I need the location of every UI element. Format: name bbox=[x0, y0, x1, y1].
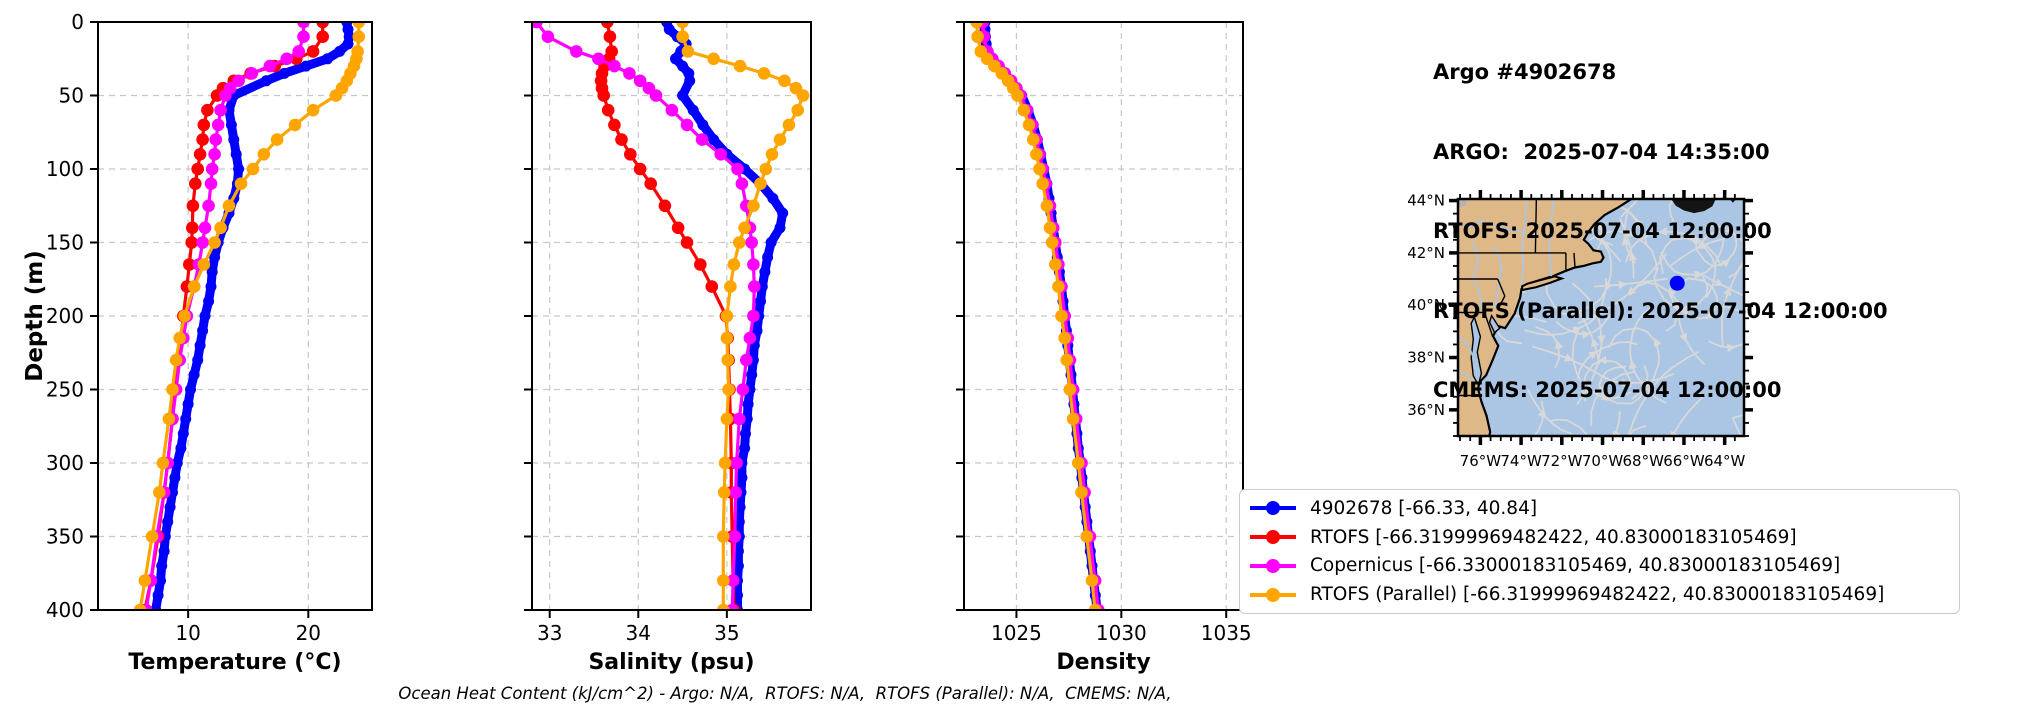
depth-tick-label: 100 bbox=[46, 157, 84, 181]
panel-temperature-c: 10 20050100150200250300350400Temperature … bbox=[46, 10, 373, 675]
legend-item-argo: 4902678 [-66.33, 40.84] bbox=[1250, 495, 1949, 522]
legend-label-rtofs: RTOFS [-66.31999969482422, 40.8300018310… bbox=[1310, 526, 1797, 548]
map-lat-label: 44°N bbox=[1407, 192, 1445, 210]
map-long-island bbox=[1521, 275, 1565, 292]
map-lon-label: 64°W bbox=[1704, 452, 1746, 470]
panel-salinity-psu: 33 34 35 Salinity (psu) bbox=[524, 21, 812, 675]
x-tick-label: 1025 bbox=[991, 621, 1042, 645]
x-tick-label: 20 bbox=[296, 621, 321, 645]
map-chesapeake-bay bbox=[1470, 315, 1483, 387]
title-line-platform: Argo #4902678 bbox=[1433, 60, 1617, 84]
legend-label-argo: 4902678 [-66.33, 40.84] bbox=[1310, 497, 1538, 519]
map-area bbox=[1458, 199, 1744, 436]
series-group bbox=[532, 22, 810, 610]
map-delaware-bay bbox=[1488, 314, 1501, 334]
map-lat-label: 38°N bbox=[1407, 349, 1445, 367]
gridlines bbox=[964, 21, 1243, 611]
x-tick-label: 10 bbox=[175, 621, 200, 645]
axis-tick-labels: 33 34 35 bbox=[537, 621, 740, 645]
legend-item-copernicus: Copernicus [-66.33000183105469, 40.83000… bbox=[1250, 552, 1949, 579]
axis-ticks bbox=[524, 21, 728, 618]
depth-tick-label: 300 bbox=[46, 451, 84, 475]
axis-ticks bbox=[956, 21, 1228, 618]
series-copernicus bbox=[532, 22, 761, 610]
legend-marker-rtofs bbox=[1250, 530, 1296, 545]
depth-tick-label: 200 bbox=[46, 304, 84, 328]
map-float-marker bbox=[1669, 275, 1685, 291]
legend-marker-rtofs-parallel bbox=[1250, 587, 1296, 602]
map-lon-label: 76°W bbox=[1460, 452, 1502, 470]
map-lon-label: 72°W bbox=[1541, 452, 1583, 470]
map-lat-label: 42°N bbox=[1407, 244, 1445, 262]
x-axis-title: Salinity (psu) bbox=[588, 650, 754, 675]
x-axis-title: Temperature (°C) bbox=[128, 650, 341, 675]
depth-tick-label: 400 bbox=[46, 598, 84, 622]
map-lon-label: 70°W bbox=[1582, 452, 1624, 470]
ocean-heat-content-caption: Ocean Heat Content (kJ/cm^2) - Argo: N/A… bbox=[398, 684, 1172, 703]
location-map: 76°W 74°W 72°W 70°W 68°W 66°W 64°W 44°N 42°N 40°N… bbox=[1407, 190, 1753, 470]
x-tick-label: 1035 bbox=[1201, 621, 1252, 645]
map-lon-label: 66°W bbox=[1663, 452, 1705, 470]
profile-charts: 10 20050100150200250300350400Temperature … bbox=[46, 10, 1252, 675]
legend-label-rtofs-parallel: RTOFS (Parallel) [-66.31999969482422, 40… bbox=[1310, 584, 1885, 606]
title-line-cmems-time: CMEMS: 2025-07-04 12:00:00 bbox=[1433, 378, 1782, 402]
y-axis-title: Depth (m) bbox=[22, 250, 48, 382]
legend-label-copernicus: Copernicus [-66.33000183105469, 40.83000… bbox=[1310, 555, 1841, 577]
map-state-borders bbox=[1458, 199, 1576, 397]
map-lon-label: 74°W bbox=[1500, 452, 1542, 470]
legend-item-rtofs-parallel: RTOFS (Parallel) [-66.31999969482422, 40… bbox=[1250, 581, 1949, 608]
map-nova-scotia bbox=[1671, 199, 1716, 214]
series-rtofs-parallel bbox=[970, 22, 1102, 610]
panel-density: 1025 1030 1035 Density bbox=[956, 21, 1252, 675]
map-ticks bbox=[1449, 190, 1753, 445]
x-tick-label: 1030 bbox=[1096, 621, 1147, 645]
legend: 4902678 [-66.33, 40.84] RTOFS [-66.31999… bbox=[1239, 489, 1960, 614]
map-lat-label: 40°N bbox=[1407, 296, 1445, 314]
title-block: Argo #4902678 ARGO: 2025-07-04 14:35:00 … bbox=[1433, 6, 1888, 457]
series-rtofs-parallel bbox=[676, 22, 810, 610]
series-group bbox=[133, 22, 366, 610]
series-rtofs-parallel bbox=[133, 22, 366, 610]
x-tick-label: 33 bbox=[537, 621, 562, 645]
map-lat-label: 36°N bbox=[1407, 401, 1445, 419]
axis-tick-labels: 1025 1030 1035 bbox=[991, 621, 1252, 645]
legend-marker-copernicus bbox=[1250, 558, 1296, 573]
x-axis-title: Density bbox=[1056, 650, 1150, 675]
depth-tick-label: 0 bbox=[71, 10, 84, 34]
depth-tick-label: 350 bbox=[46, 525, 84, 549]
x-tick-label: 34 bbox=[626, 621, 651, 645]
series-group bbox=[970, 22, 1105, 610]
title-line-rtofs-time: RTOFS: 2025-07-04 12:00:00 bbox=[1433, 219, 1772, 243]
x-tick-label: 35 bbox=[714, 621, 739, 645]
map-tick-labels: 76°W 74°W 72°W 70°W 68°W 66°W 64°W 44°N 42°N 40°N… bbox=[1407, 192, 1745, 470]
panel-frame bbox=[963, 21, 1244, 611]
gridlines bbox=[98, 21, 372, 611]
axis-ticks bbox=[90, 21, 310, 618]
title-line-rtofs-parallel-time: RTOFS (Parallel): 2025-07-04 12:00:00 bbox=[1433, 298, 1888, 323]
map-lon-label: 68°W bbox=[1623, 452, 1665, 470]
legend-marker-argo bbox=[1250, 501, 1296, 516]
title-line-argo-time: ARGO: 2025-07-04 14:35:00 bbox=[1433, 139, 1770, 164]
depth-tick-label: 150 bbox=[46, 231, 84, 255]
legend-item-rtofs: RTOFS [-66.31999969482422, 40.8300018310… bbox=[1250, 524, 1949, 551]
depth-tick-label: 250 bbox=[46, 378, 84, 402]
depth-tick-label: 50 bbox=[59, 84, 84, 108]
map-lake-patch bbox=[1458, 199, 1468, 208]
